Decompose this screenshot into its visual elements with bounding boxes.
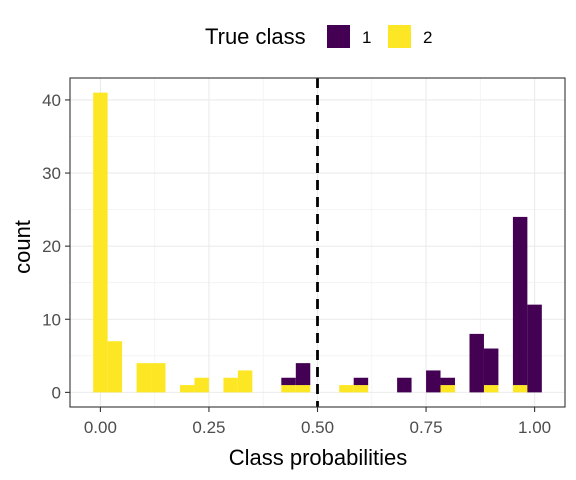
bar-class-1	[527, 304, 542, 393]
bar-class-2	[180, 385, 195, 393]
legend-swatch-1	[327, 25, 350, 48]
bar-class-1	[440, 377, 455, 386]
bar-class-2	[136, 363, 152, 393]
x-tick-label: 0.25	[192, 418, 225, 437]
x-axis-label: Class probabilities	[229, 445, 408, 470]
bar-class-1	[512, 216, 528, 386]
bar-class-2	[440, 385, 455, 393]
bar-class-2	[353, 385, 369, 393]
y-tick-label: 30	[42, 164, 61, 183]
x-tick-label: 0.00	[84, 418, 117, 437]
bar-class-2	[107, 341, 123, 393]
bar-class-2	[223, 377, 238, 393]
legend-swatch-2	[388, 25, 411, 48]
bar-class-1	[281, 377, 296, 386]
bar-class-2	[483, 385, 499, 393]
bar-class-2	[339, 385, 354, 393]
bar-class-1	[483, 348, 499, 386]
legend-title: True class	[205, 24, 306, 49]
y-tick-label: 0	[52, 383, 61, 402]
y-axis-label: count	[10, 220, 35, 274]
y-tick-label: 10	[42, 310, 61, 329]
legend-label-1: 1	[362, 28, 371, 47]
bar-class-2	[151, 363, 166, 393]
bar-class-1	[469, 333, 484, 393]
bar-class-1	[397, 377, 412, 393]
x-tick-label: 0.75	[410, 418, 443, 437]
plot-panel	[69, 77, 566, 408]
bar-class-2	[93, 92, 108, 393]
bar-class-1	[295, 363, 311, 386]
legend-label-2: 2	[423, 28, 432, 47]
bar-class-2	[512, 385, 528, 393]
bar-class-2	[237, 370, 253, 393]
bar-class-1	[353, 377, 369, 386]
bar-class-2	[194, 377, 209, 393]
bar-class-1	[426, 370, 441, 393]
bar-class-2	[295, 385, 311, 393]
legend: True class 1 2	[205, 24, 432, 49]
y-tick-label: 20	[42, 237, 61, 256]
y-tick-label: 40	[42, 91, 61, 110]
x-tick-label: 1.00	[518, 418, 551, 437]
bar-class-2	[281, 385, 296, 393]
x-tick-label: 0.50	[301, 418, 334, 437]
